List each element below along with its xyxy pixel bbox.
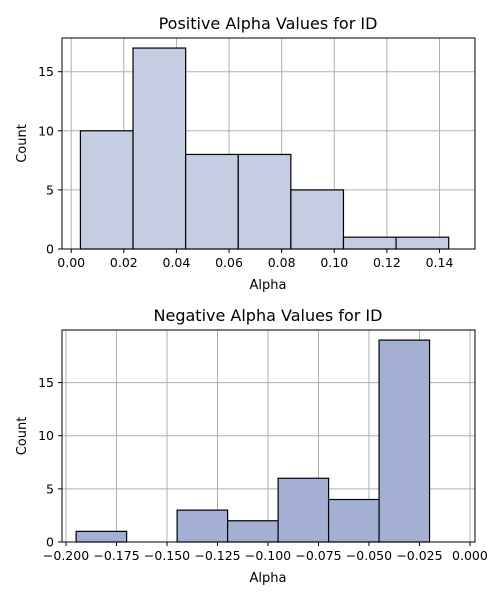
x-tick-label: 0.06 [215, 255, 243, 270]
y-axis-label: Count [15, 417, 30, 456]
x-tick-label: 0.12 [373, 255, 401, 270]
x-tick-label: −0.150 [144, 548, 190, 563]
y-tick-label: 10 [38, 123, 54, 138]
y-tick-label: 10 [38, 428, 54, 443]
histogram-bar [237, 153, 292, 250]
x-tick-label: 0.00 [57, 255, 85, 270]
x-tick-label: −0.200 [43, 548, 89, 563]
x-tick-label: −0.025 [396, 548, 442, 563]
x-tick-label: −0.050 [346, 548, 392, 563]
chart-title: Positive Alpha Values for ID [159, 14, 378, 33]
y-tick-label: 5 [46, 481, 54, 496]
y-tick-label: 0 [46, 535, 54, 550]
histogram-bar [395, 236, 450, 250]
x-tick-label: −0.075 [295, 548, 341, 563]
histogram-bar [327, 498, 380, 543]
histogram-bar [227, 520, 279, 543]
y-tick-label: 15 [38, 64, 54, 79]
x-tick-label: 0.14 [426, 255, 454, 270]
x-tick-label: 0.000 [452, 548, 488, 563]
negative-alpha-histogram: Negative Alpha Values for ID −0.200 −0.17… [15, 306, 488, 586]
x-tick-label: −0.125 [194, 548, 240, 563]
x-axis-label: Alpha [250, 278, 287, 293]
y-tick-label: 15 [38, 375, 54, 390]
x-tick-label: 0.08 [268, 255, 296, 270]
histogram-bar [176, 509, 229, 543]
positive-alpha-histogram: Positive Alpha Values for ID 0.00 0.02 0.0… [15, 14, 476, 293]
x-tick-label: −0.100 [245, 548, 291, 563]
histogram-bar [342, 236, 397, 250]
x-tick-label: 0.02 [110, 255, 138, 270]
y-tick-label: 5 [46, 182, 54, 197]
histogram-bar [79, 130, 134, 250]
x-tick-label: −0.175 [93, 548, 139, 563]
x-tick-label: 0.10 [320, 255, 348, 270]
x-tick-label: 0.04 [163, 255, 191, 270]
y-axis-label: Count [15, 124, 30, 163]
histogram-bar [277, 477, 330, 543]
histogram-bar [378, 339, 431, 543]
histogram-bar [75, 530, 128, 543]
x-axis-label: Alpha [250, 571, 287, 586]
histogram-bar [132, 47, 187, 250]
plot-frame [61, 37, 476, 250]
chart-title: Negative Alpha Values for ID [154, 306, 383, 325]
y-tick-label: 0 [46, 242, 54, 257]
histogram-bar [290, 189, 345, 250]
histogram-bar [185, 153, 239, 250]
